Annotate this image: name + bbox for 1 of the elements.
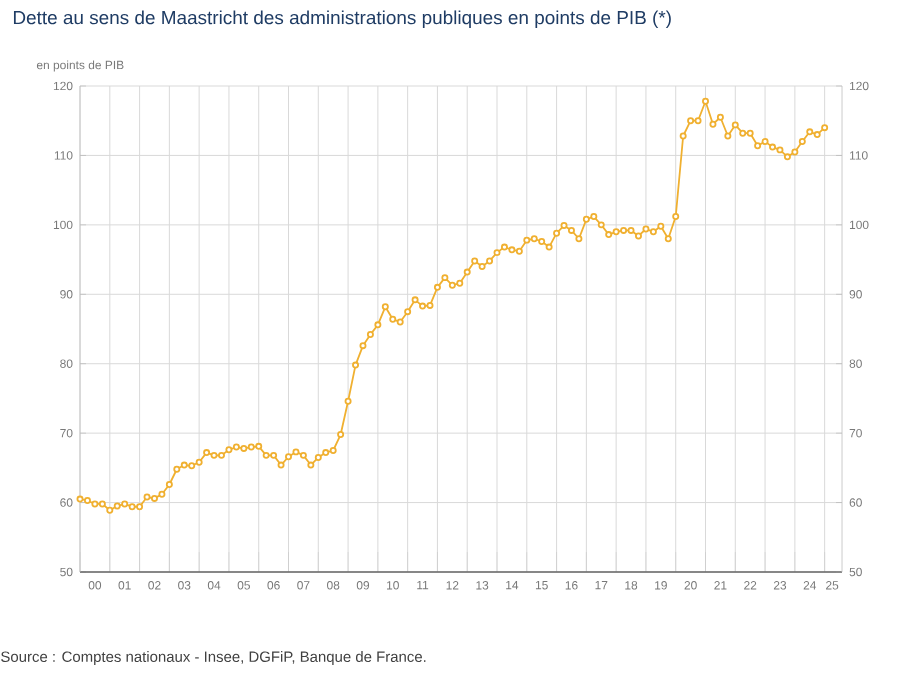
- chart-title: Dette au sens de Maastricht des administrations publiques en points de PIB (*): [13, 10, 671, 29]
